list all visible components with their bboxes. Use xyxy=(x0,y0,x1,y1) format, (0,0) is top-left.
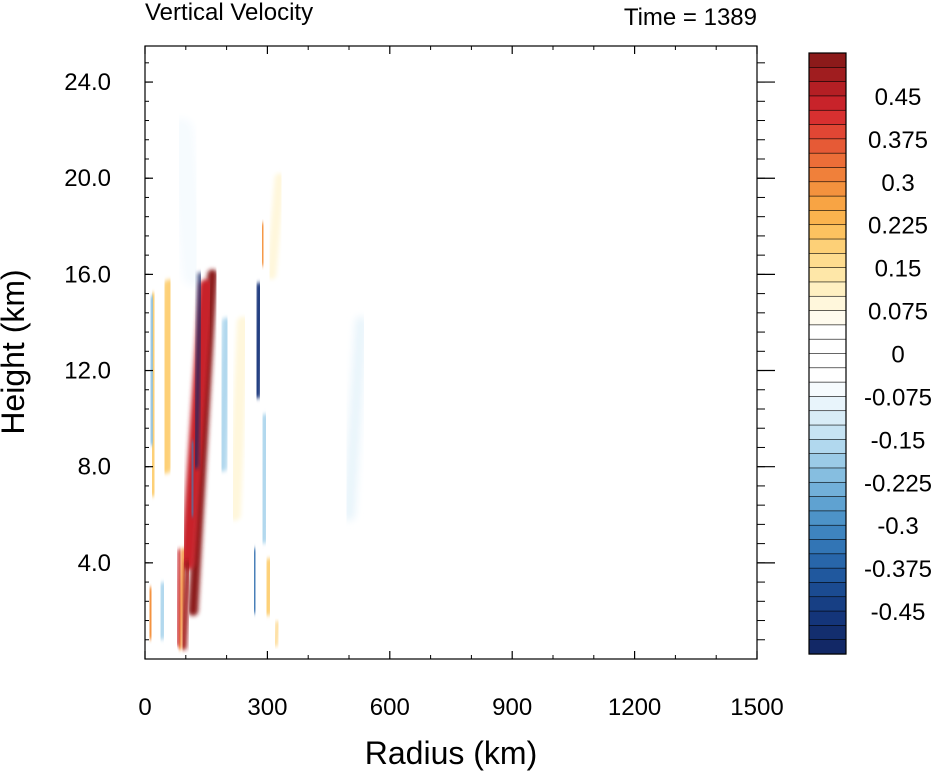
colorbar-label: -0.45 xyxy=(871,599,926,626)
colorbar-swatch xyxy=(808,453,847,469)
colorbar-label: 0.45 xyxy=(875,84,922,111)
colorbar-swatch xyxy=(808,524,847,541)
colorbar-label: 0.15 xyxy=(875,256,922,283)
colorbar-swatch xyxy=(808,267,847,283)
colorbar-swatch xyxy=(808,210,847,226)
colorbar-swatch xyxy=(808,152,847,169)
updraft-streak xyxy=(158,279,177,474)
x-tick-label: 0 xyxy=(138,694,151,721)
colorbar-swatch xyxy=(808,639,847,655)
colorbar-swatch xyxy=(808,138,847,154)
downdraft-streak xyxy=(217,317,232,472)
x-axis: 0 300 600 900 1200 1500 xyxy=(138,46,784,721)
colorbar-swatch xyxy=(808,324,847,340)
time-label: Time = 1389 xyxy=(624,4,757,31)
colorbar-swatch xyxy=(808,310,847,326)
colorbar-label: -0.225 xyxy=(864,470,932,497)
y-tick-label: 20.0 xyxy=(64,165,111,192)
downdraft-streak xyxy=(156,581,169,640)
updraft-streak xyxy=(258,222,268,267)
colorbar-swatch xyxy=(808,238,847,254)
colorbar-swatch xyxy=(808,567,847,584)
strong-updraft-streak xyxy=(180,559,191,650)
colorbar-label: -0.15 xyxy=(871,427,926,454)
strong-downdraft-streak xyxy=(253,282,264,399)
colorbar-swatch xyxy=(808,281,847,297)
colorbar-swatch xyxy=(808,253,847,269)
colorbar-swatch xyxy=(808,481,847,498)
strong-updraft-streak xyxy=(175,548,182,647)
x-tick-label: 1500 xyxy=(730,694,783,721)
y-axis: 4.0 8.0 12.0 16.0 20.0 24.0 xyxy=(64,62,775,641)
colorbar-swatch xyxy=(808,424,847,440)
colorbar-swatch xyxy=(808,596,847,612)
strong-downdraft-streak xyxy=(194,272,203,469)
colorbar-swatch xyxy=(808,67,847,83)
weak-updraft-streak xyxy=(228,316,249,521)
colorbar-swatch xyxy=(808,439,847,455)
updraft-streak xyxy=(145,586,157,640)
y-tick-label: 24.0 xyxy=(64,69,111,96)
colorbar-label: 0.3 xyxy=(881,170,914,197)
colorbar-label: 0 xyxy=(891,342,904,369)
plot-frame xyxy=(144,45,758,660)
colorbar-swatch xyxy=(808,109,847,126)
downdraft-streak xyxy=(189,440,196,517)
colorbar-swatch xyxy=(808,52,847,68)
colorbar-swatch xyxy=(808,396,847,412)
colorbar-swatch xyxy=(808,553,847,569)
colorbar-label: 0.225 xyxy=(868,213,928,240)
downdraft-streak xyxy=(251,547,259,614)
colorbar-swatch xyxy=(808,195,847,212)
colorbar-label: -0.375 xyxy=(864,556,932,583)
colorbar-swatch xyxy=(808,353,847,369)
colorbar-frame xyxy=(808,52,847,655)
colorbar-swatch xyxy=(808,81,847,97)
colorbar-label: 0.375 xyxy=(868,127,928,154)
y-tick-label: 12.0 xyxy=(64,358,111,385)
x-tick-label: 600 xyxy=(370,694,410,721)
chart-title: Vertical Velocity xyxy=(145,0,313,26)
weak-updraft-streak xyxy=(328,318,341,471)
colorbar-swatch xyxy=(808,582,847,598)
updraft-streak xyxy=(273,620,280,647)
velocity-field xyxy=(145,68,368,650)
colorbar-swatch xyxy=(808,338,847,355)
colorbar-swatch xyxy=(808,496,847,512)
colorbar-swatch xyxy=(808,95,847,111)
y-tick-label: 4.0 xyxy=(78,550,111,577)
weak-downdraft-streak xyxy=(343,316,368,521)
updraft-streak xyxy=(262,557,275,616)
colorbar-swatch xyxy=(808,539,847,555)
colorbar-label: 0.075 xyxy=(868,299,928,326)
colorbar-swatch xyxy=(808,124,847,140)
weak-downdraft-streak xyxy=(169,118,206,287)
colorbar-swatch xyxy=(808,610,847,626)
x-tick-label: 900 xyxy=(492,694,532,721)
y-tick-label: 16.0 xyxy=(64,261,111,288)
x-axis-label: Radius (km) xyxy=(365,735,537,771)
colorbar-label: -0.075 xyxy=(864,384,932,411)
colorbar-swatch xyxy=(808,467,847,483)
colorbar-swatch xyxy=(808,381,847,398)
colorbar-label: -0.3 xyxy=(877,513,918,540)
colorbar-swatch xyxy=(808,181,847,197)
y-tick-label: 8.0 xyxy=(78,454,111,481)
colorbar-swatch xyxy=(808,510,847,526)
colorbar-swatch xyxy=(808,295,847,312)
x-tick-label: 300 xyxy=(247,694,287,721)
x-tick-label: 1200 xyxy=(608,694,661,721)
colorbar-swatch xyxy=(808,367,847,383)
downdraft-streak xyxy=(258,413,271,544)
colorbar-swatch xyxy=(808,625,847,641)
colorbar-swatch xyxy=(808,167,847,183)
y-axis-label: Height (km) xyxy=(0,269,31,434)
colorbar-swatch xyxy=(808,410,847,426)
colorbar: 0.45 0.375 0.3 0.225 0.15 0.075 0 -0.075 -0.15 -0… xyxy=(808,52,932,655)
weak-updraft-streak xyxy=(266,173,285,280)
colorbar-swatch xyxy=(808,224,847,240)
